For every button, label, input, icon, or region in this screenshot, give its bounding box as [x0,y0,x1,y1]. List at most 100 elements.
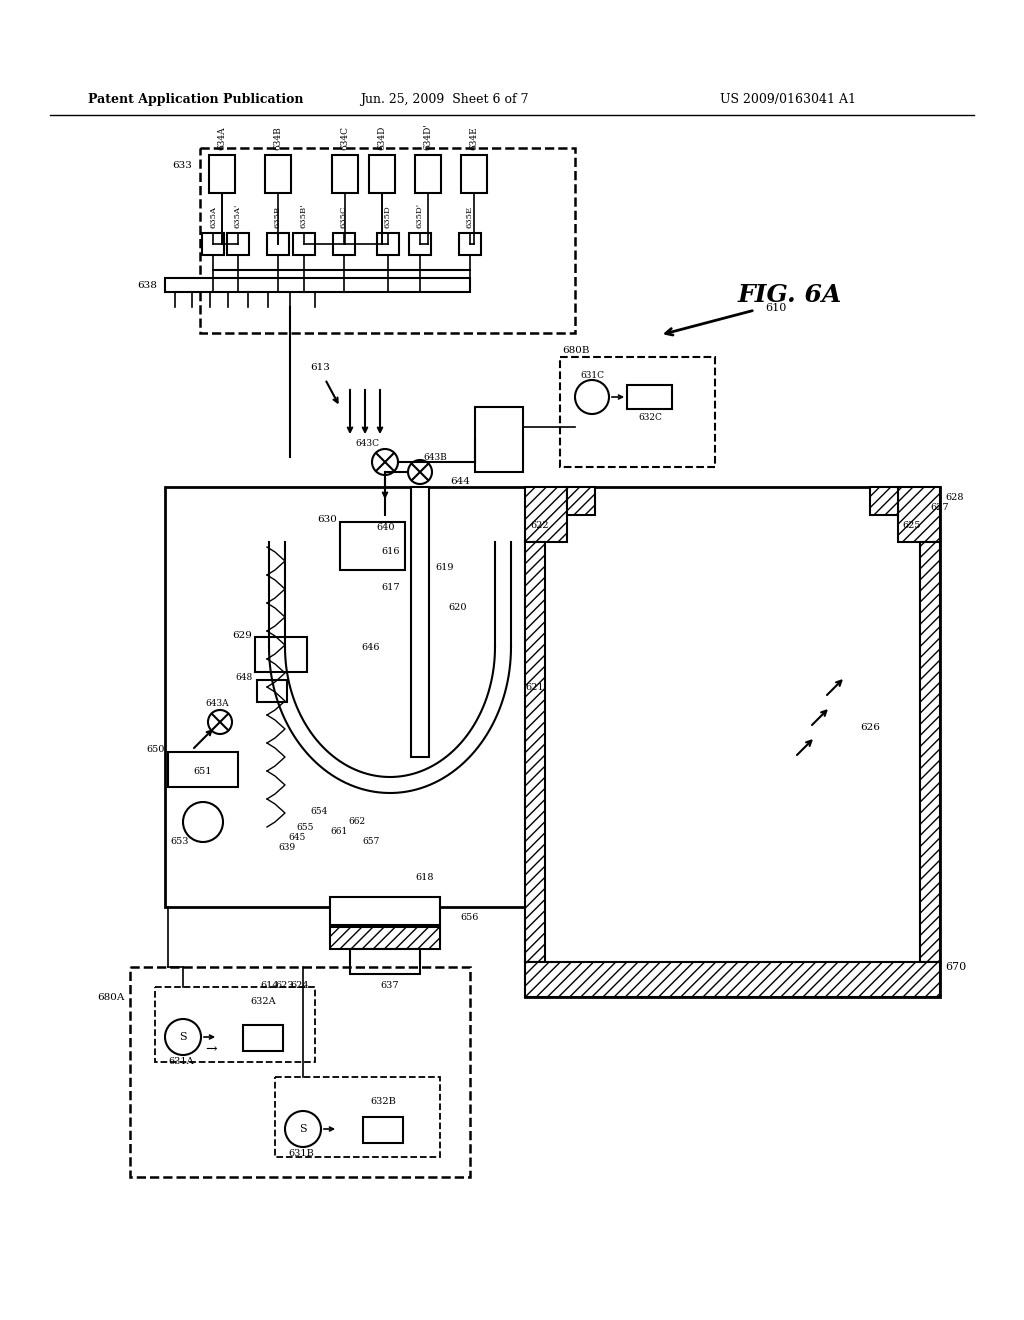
Bar [293,234,315,255]
Text: 613: 613 [310,363,330,371]
Text: S: S [299,1125,307,1134]
Text: 631C: 631C [580,371,604,380]
Text: 633: 633 [172,161,193,169]
Text: 635B: 635B [274,206,282,228]
Text: 644: 644 [451,478,470,487]
Text: 630: 630 [317,515,337,524]
Text: 680B: 680B [562,346,590,355]
Text: 632B: 632B [370,1097,396,1106]
Bar [898,487,940,543]
Text: 618: 618 [415,873,433,882]
Text: 643A: 643A [205,700,228,709]
Text: FIG. 6A: FIG. 6A [738,282,842,308]
Text: 629: 629 [232,631,252,639]
Bar [870,487,898,515]
Bar [525,487,940,997]
Text: 643C: 643C [355,440,379,449]
Text: 632A: 632A [250,998,275,1006]
Text: 635C: 635C [340,206,348,228]
Text: Patent Application Publication: Patent Application Publication [88,94,303,107]
Text: 655: 655 [296,822,313,832]
Text: 648: 648 [236,672,253,681]
Text: 623: 623 [275,981,294,990]
Text: 610: 610 [765,304,786,313]
Text: 661: 661 [330,828,347,837]
Text: 656: 656 [460,912,478,921]
Text: 635A': 635A' [234,203,242,228]
Text: 680A: 680A [97,993,125,1002]
Text: 635D: 635D [384,205,392,228]
Text: 635E: 635E [466,206,474,228]
Text: 638: 638 [137,281,157,289]
Bar [227,234,249,255]
Bar [267,234,289,255]
Bar [333,234,355,255]
Text: 634C: 634C [341,125,349,150]
Bar [130,968,470,1177]
Bar [409,234,431,255]
Bar [255,638,307,672]
Text: 625: 625 [902,520,921,529]
Text: 635D': 635D' [416,203,424,228]
Text: 657: 657 [362,837,379,846]
Text: 616: 616 [382,548,400,557]
Bar [459,234,481,255]
Bar [202,234,224,255]
Text: 632C: 632C [638,412,662,421]
Text: 640: 640 [377,523,395,532]
Text: 635A: 635A [209,206,217,228]
Bar [168,752,238,787]
Bar [920,543,940,962]
Text: 634B: 634B [273,127,283,150]
Text: 617: 617 [381,582,400,591]
Text: →: → [205,1041,217,1056]
Text: 639: 639 [278,842,295,851]
Bar [525,962,940,997]
Text: US 2009/0163041 A1: US 2009/0163041 A1 [720,94,856,107]
Bar [461,154,487,193]
Text: 628: 628 [945,492,964,502]
Bar [525,487,567,543]
Bar [415,154,441,193]
Text: 631A: 631A [168,1057,194,1067]
Bar [350,949,420,974]
Text: 614: 614 [261,981,280,990]
Text: 619: 619 [435,562,454,572]
Bar [209,154,234,193]
Bar [332,154,358,193]
Text: 646: 646 [361,643,380,652]
Bar [525,543,545,962]
Bar [275,1077,440,1158]
Text: 624: 624 [291,981,309,990]
Text: 634A: 634A [217,127,226,150]
Text: 645: 645 [288,833,305,842]
Bar [475,407,523,473]
Bar [330,927,440,949]
Bar [377,234,399,255]
Text: 634D: 634D [378,125,386,150]
Text: 662: 662 [348,817,366,826]
Text: 654: 654 [310,808,328,817]
Bar [411,487,429,756]
Bar [567,487,595,515]
Text: 622: 622 [530,520,549,529]
Text: 620: 620 [449,602,467,611]
Text: 626: 626 [860,722,880,731]
Bar [362,1117,403,1143]
Text: 653: 653 [171,837,189,846]
Bar [257,680,287,702]
Text: 635B': 635B' [300,203,308,228]
Bar [369,154,395,193]
Bar [200,148,575,333]
Bar [265,154,291,193]
Text: 637: 637 [381,981,399,990]
Bar [330,898,440,925]
Bar [155,987,315,1063]
Text: 631B: 631B [288,1150,314,1159]
Text: Jun. 25, 2009  Sheet 6 of 7: Jun. 25, 2009 Sheet 6 of 7 [360,94,528,107]
Bar [243,1026,283,1051]
Text: 650: 650 [146,744,165,754]
Text: 634D': 634D' [424,123,432,150]
Text: S: S [179,1032,186,1041]
Text: 627: 627 [930,503,948,511]
